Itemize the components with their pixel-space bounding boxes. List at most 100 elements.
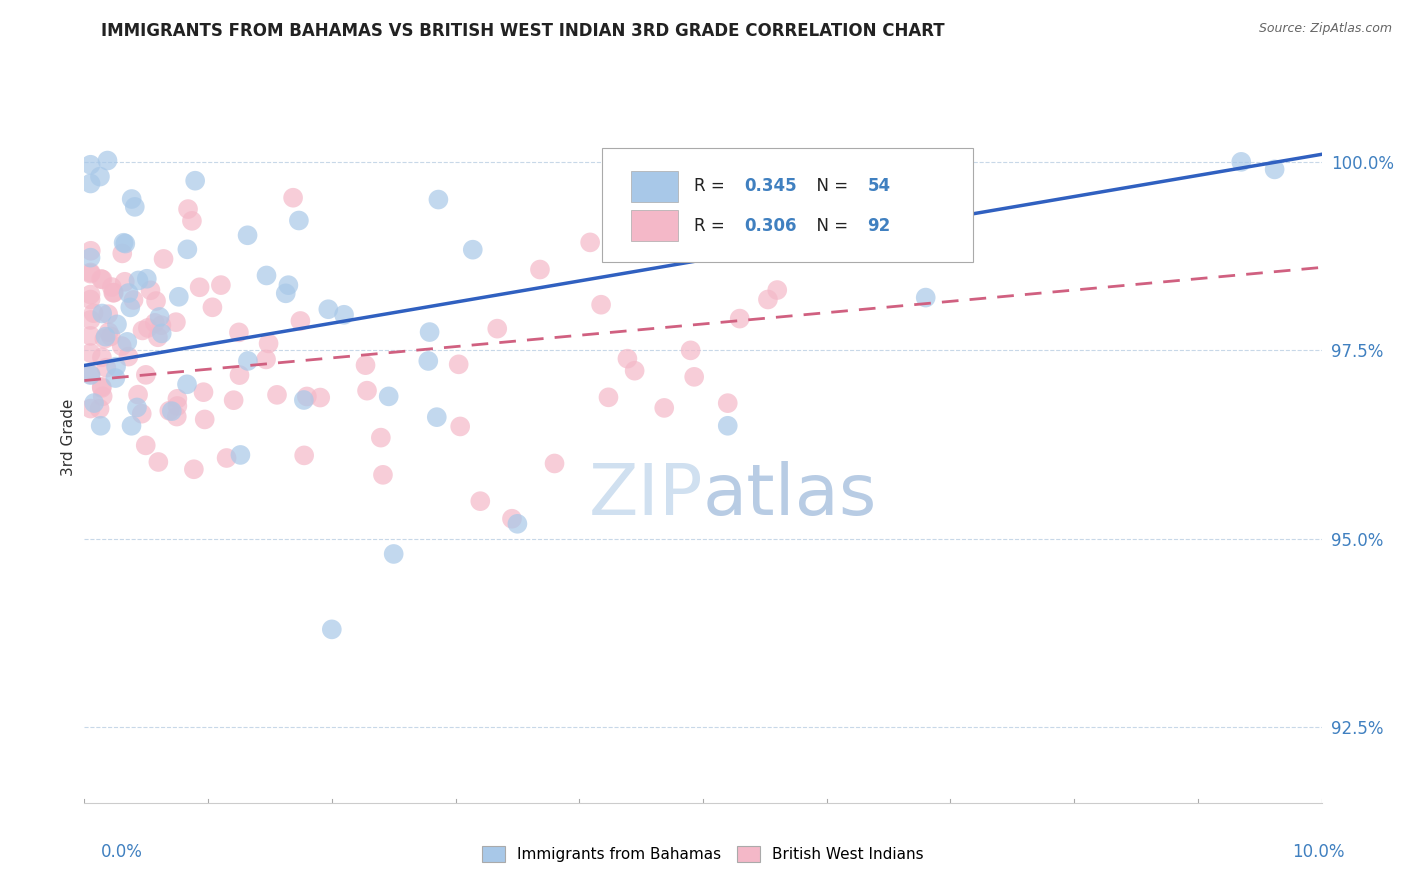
Point (149, 310, 172, 324)
Point (529, 262, 551, 277)
Point (209, 278, 232, 293)
Point (309, 391, 332, 405)
Point (79, 177, 101, 191)
Point (117, 350, 139, 364)
Point (105, 318, 128, 332)
Point (201, 301, 224, 315)
Point (93, 332, 115, 346)
Point (616, 351, 638, 366)
Legend: Immigrants from Bahamas, British West Indians: Immigrants from Bahamas, British West In… (477, 840, 929, 868)
Point (125, 401, 148, 415)
Point (427, 193, 450, 207)
Point (914, 291, 936, 305)
Text: IMMIGRANTS FROM BAHAMAS VS BRITISH WEST INDIAN 3RD GRADE CORRELATION CHART: IMMIGRANTS FROM BAHAMAS VS BRITISH WEST … (101, 22, 945, 40)
Point (254, 352, 277, 367)
Point (277, 278, 299, 293)
Point (717, 396, 740, 410)
Text: 10.0%: 10.0% (1292, 843, 1344, 861)
Point (184, 174, 207, 188)
Point (183, 462, 205, 476)
Point (127, 273, 149, 287)
Point (501, 512, 523, 526)
Point (131, 323, 153, 337)
Text: N =: N = (806, 217, 853, 235)
Point (143, 316, 166, 330)
Point (222, 393, 245, 408)
Point (122, 293, 145, 307)
Point (90, 351, 112, 365)
Point (104, 371, 127, 385)
Point (257, 336, 280, 351)
Point (117, 334, 139, 349)
Point (461, 243, 484, 257)
Point (1230, 154, 1253, 169)
Point (90, 380, 112, 394)
Point (145, 293, 167, 308)
Text: 92: 92 (868, 217, 891, 235)
Point (321, 623, 343, 637)
Point (79, 287, 101, 301)
Point (146, 330, 169, 344)
Point (120, 301, 142, 315)
Text: R =: R = (695, 217, 730, 235)
Point (506, 516, 529, 531)
Point (79, 265, 101, 279)
Point (470, 494, 492, 508)
Text: 0.306: 0.306 (744, 217, 796, 235)
Point (176, 377, 198, 392)
Point (157, 403, 180, 417)
Point (103, 285, 125, 300)
Point (117, 286, 139, 301)
Point (318, 302, 340, 317)
Point (112, 235, 135, 250)
Point (89, 169, 111, 184)
Point (97, 307, 120, 321)
Point (90, 418, 112, 433)
Point (236, 228, 259, 243)
Point (139, 283, 162, 297)
Point (101, 280, 124, 294)
Point (96, 360, 118, 375)
Point (83, 396, 105, 410)
Point (160, 404, 183, 418)
Point (79, 329, 101, 343)
Text: ZIP: ZIP (589, 461, 703, 530)
Point (136, 321, 159, 335)
Point (370, 431, 392, 445)
Point (150, 326, 173, 341)
Point (292, 449, 315, 463)
Point (165, 315, 187, 329)
Point (83, 306, 105, 320)
Point (288, 213, 311, 227)
Text: N =: N = (806, 178, 853, 195)
Point (356, 384, 378, 398)
Point (1264, 162, 1286, 177)
Point (127, 387, 149, 401)
Point (419, 325, 441, 339)
Point (449, 419, 471, 434)
Point (292, 392, 315, 407)
Point (90, 272, 112, 286)
Point (135, 438, 157, 452)
Point (683, 369, 706, 384)
Point (152, 252, 174, 266)
Point (79, 158, 101, 172)
Point (543, 457, 565, 471)
Point (766, 283, 789, 297)
Point (79, 313, 101, 327)
Point (111, 246, 134, 260)
Point (91, 306, 114, 320)
Text: Source: ZipAtlas.com: Source: ZipAtlas.com (1258, 22, 1392, 36)
Bar (631, 171, 678, 202)
Point (166, 409, 188, 424)
Point (90, 381, 112, 395)
Point (215, 450, 238, 465)
Point (290, 314, 312, 328)
Point (80, 244, 103, 258)
Point (105, 359, 128, 374)
Point (717, 418, 740, 433)
Point (623, 364, 645, 378)
Point (150, 318, 173, 333)
Point (418, 354, 440, 368)
Point (167, 290, 190, 304)
